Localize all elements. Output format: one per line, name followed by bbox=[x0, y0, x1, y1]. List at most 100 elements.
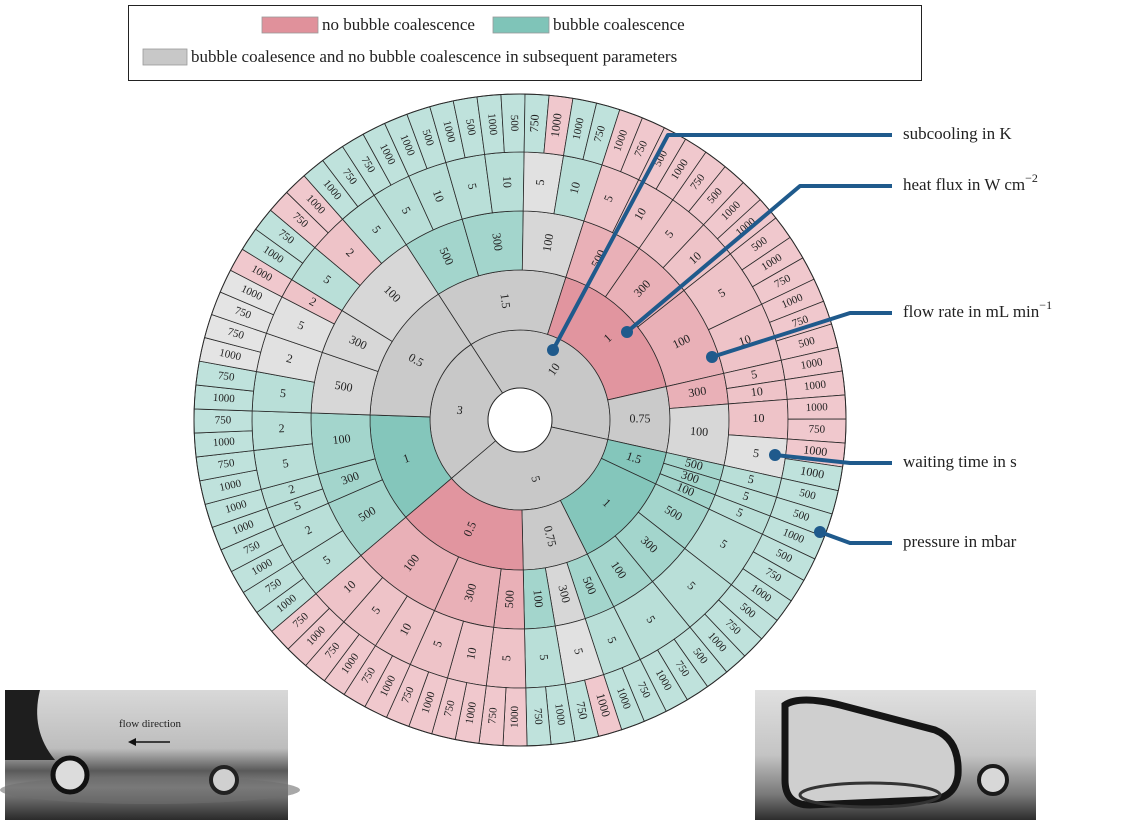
segment-label: 5 bbox=[528, 474, 543, 483]
segment-label: 100 bbox=[540, 233, 557, 253]
segment-label: 750 bbox=[592, 124, 608, 144]
segment-label: 750 bbox=[233, 305, 253, 322]
segment-label: 1000 bbox=[800, 356, 824, 372]
segment-label: 750 bbox=[808, 423, 825, 436]
segment-label: 1000 bbox=[571, 116, 587, 140]
segment-label: 500 bbox=[580, 574, 600, 596]
segment-label: 1000 bbox=[218, 347, 243, 364]
segment-label: 5 bbox=[465, 182, 480, 191]
axis-label: waiting time in s bbox=[903, 452, 1017, 471]
segment-label: 0.5 bbox=[460, 519, 479, 538]
segment-label: 5 bbox=[533, 179, 547, 186]
segment-label: 500 bbox=[334, 378, 354, 395]
segment-label: 5 bbox=[601, 193, 616, 204]
segment-label: 5 bbox=[750, 367, 759, 382]
segment-label: 750 bbox=[399, 685, 417, 705]
segment-label: 1000 bbox=[509, 705, 521, 728]
segment-label: 5 bbox=[604, 635, 619, 646]
segment-label: 1000 bbox=[548, 112, 565, 138]
leader-dot bbox=[621, 326, 633, 338]
segment-label: 10 bbox=[750, 384, 764, 399]
axis-label-text: waiting time in s bbox=[903, 452, 1017, 471]
segment-label: 5 bbox=[296, 318, 307, 333]
segment-label: 750 bbox=[217, 370, 236, 384]
segment-label: 100 bbox=[332, 431, 351, 447]
segment-label: 10 bbox=[396, 621, 414, 638]
large-bubble bbox=[781, 696, 962, 809]
segment-label: 1000 bbox=[552, 703, 567, 727]
leader-dot bbox=[769, 449, 781, 461]
segment-label: 750 bbox=[573, 700, 590, 720]
segment-label: 750 bbox=[215, 414, 232, 426]
segment-label: 500 bbox=[797, 335, 817, 351]
segment-label: 5 bbox=[746, 472, 755, 487]
segment-label: 1000 bbox=[803, 442, 828, 459]
segment-label: 5 bbox=[734, 505, 745, 520]
axis-label-text: heat flux in W cm bbox=[903, 175, 1025, 194]
leader-line bbox=[819, 530, 892, 545]
segment-label: 500 bbox=[502, 590, 517, 609]
segment-label: 300 bbox=[489, 232, 505, 252]
segments bbox=[193, 93, 847, 747]
segment-label: 10 bbox=[500, 175, 515, 188]
leader-line bbox=[551, 133, 892, 351]
leader-line bbox=[625, 184, 892, 334]
bubble bbox=[209, 765, 239, 795]
axis-label-exponent: −1 bbox=[1039, 298, 1052, 312]
segment-label: 1000 bbox=[799, 463, 825, 481]
segment-label: 1000 bbox=[440, 120, 457, 145]
segment-label: 100 bbox=[690, 424, 709, 439]
axis-label: subcooling in K bbox=[903, 124, 1012, 143]
segment-label: 300 bbox=[347, 332, 369, 352]
axis-label: flow rate in mL min−1 bbox=[903, 298, 1052, 321]
photo-caption: flow direction bbox=[119, 718, 182, 730]
segment-label: 10 bbox=[567, 180, 583, 195]
axis-label-text: subcooling in K bbox=[903, 124, 1012, 143]
segment-label: 2 bbox=[302, 522, 314, 537]
segment-label: 100 bbox=[675, 479, 697, 499]
segment-label: 500 bbox=[508, 115, 520, 132]
legend-label: bubble coalescence bbox=[553, 15, 685, 34]
segment-label: 10 bbox=[463, 646, 479, 661]
leader-dot bbox=[547, 344, 559, 356]
segment-label: 1000 bbox=[806, 401, 829, 414]
segment-label: 3 bbox=[456, 403, 464, 418]
photo-left: flow direction bbox=[0, 690, 300, 820]
axis-label: heat flux in W cm−2 bbox=[903, 171, 1038, 194]
bubble-reflection bbox=[798, 781, 942, 809]
leader-line bbox=[774, 453, 892, 465]
photo-right bbox=[755, 690, 1036, 820]
segment-label: 2 bbox=[287, 481, 297, 496]
segment-label: 100 bbox=[531, 589, 547, 608]
segment-label: 750 bbox=[486, 707, 499, 725]
segment-label: 5 bbox=[571, 647, 586, 656]
segment-label: 750 bbox=[527, 114, 542, 133]
segment-label: 2 bbox=[285, 351, 294, 366]
segment-label: 5 bbox=[752, 446, 760, 461]
segment-label: 5 bbox=[399, 204, 414, 216]
segment-label: 100 bbox=[670, 331, 692, 351]
segment-label: 750 bbox=[226, 326, 246, 342]
flow-arrow-head bbox=[128, 738, 136, 746]
segment-label: 5 bbox=[499, 655, 513, 662]
segment-label: 1000 bbox=[464, 701, 479, 725]
segment-label: 1 bbox=[401, 451, 411, 466]
legend: no bubble coalescence bubble coalescence… bbox=[128, 5, 922, 81]
segment-label: 300 bbox=[679, 467, 701, 486]
wheel-hole bbox=[487, 387, 553, 453]
segment-label: 5 bbox=[537, 654, 552, 661]
segment-label: 500 bbox=[791, 507, 811, 524]
segment-label: 1000 bbox=[803, 378, 827, 392]
segment-label: 0.5 bbox=[406, 350, 426, 370]
axis-label-text: pressure in mbar bbox=[903, 532, 1017, 551]
segment-label: 750 bbox=[531, 708, 544, 726]
segment-label: 1000 bbox=[218, 477, 243, 494]
bubble bbox=[977, 764, 1009, 796]
segment-label: 0.75 bbox=[629, 411, 650, 425]
segment-label: 5 bbox=[292, 498, 303, 513]
annotations: subcooling in K heat flux in W cm−2 flow r… bbox=[547, 124, 1052, 551]
photo-surface bbox=[0, 776, 300, 804]
legend-label: bubble coalesence and no bubble coalesce… bbox=[191, 47, 677, 66]
